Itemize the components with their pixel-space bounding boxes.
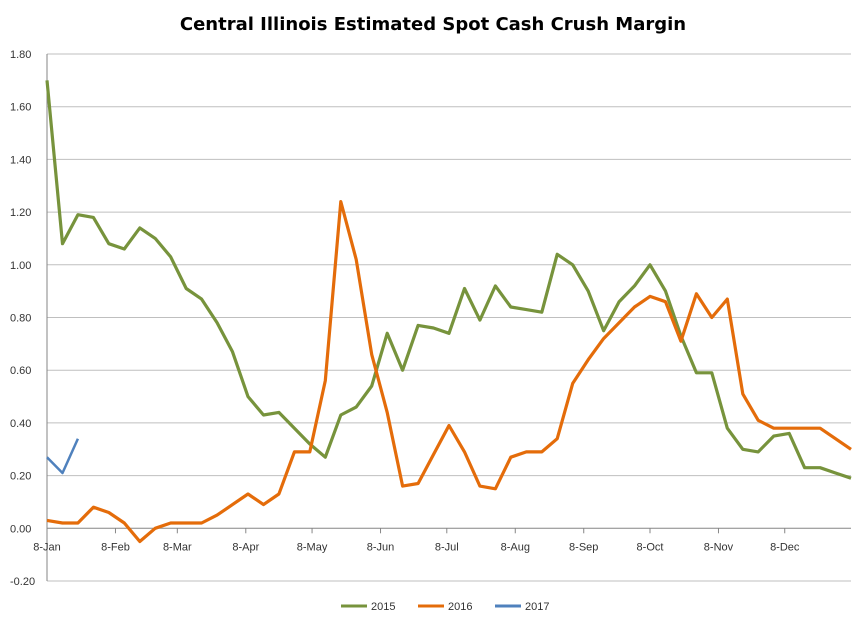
x-tick-label: 8-Feb — [101, 541, 130, 553]
legend: 2015 2016 2017 — [341, 601, 549, 613]
y-tick-label: 1.20 — [10, 207, 31, 219]
x-tick-label: 8-Aug — [501, 541, 530, 553]
series-2015-line — [45, 80, 852, 480]
x-tick-label: 8-Oct — [637, 541, 664, 553]
legend-label-2017: 2017 — [525, 601, 549, 613]
y-tick-label: 1.40 — [10, 154, 31, 166]
x-tick-label: 8-Jun — [367, 541, 395, 553]
x-tick-label: 8-May — [297, 541, 328, 553]
legend-label-2015: 2015 — [371, 601, 395, 613]
y-tick-label: 0.00 — [10, 523, 31, 535]
x-tick-label: 8-Jan — [33, 541, 61, 553]
x-tick-label: 8-Sep — [569, 541, 598, 553]
series-2016-line — [46, 200, 852, 544]
y-tick-label: 0.40 — [10, 418, 31, 430]
series-lines — [45, 80, 852, 544]
x-tick-label: 8-Nov — [704, 541, 734, 553]
chart-title: Central Illinois Estimated Spot Cash Cru… — [180, 14, 686, 35]
series-2017-line — [46, 438, 80, 475]
y-tick-label: 1.60 — [10, 102, 31, 114]
x-tick-label: 8-Dec — [770, 541, 800, 553]
legend-label-2016: 2016 — [448, 601, 472, 613]
x-tick-label: 8-Jul — [435, 541, 459, 553]
x-axis: 8-Jan 8-Feb 8-Mar 8-Apr 8-May 8-Jun 8-Jul 8-Aug… — [33, 528, 800, 553]
x-tick-label: 8-Apr — [232, 541, 259, 553]
y-tick-label: 1.00 — [10, 260, 31, 272]
x-tick-label: 8-Mar — [163, 541, 192, 553]
y-tick-label: 1.80 — [10, 49, 31, 61]
gridlines — [46, 53, 851, 582]
y-tick-label: 0.20 — [10, 471, 31, 483]
y-tick-label: 0.60 — [10, 365, 31, 377]
y-axis: -0.20 0.00 0.20 0.40 0.60 0.80 1.00 1.20 1.40 1.6… — [10, 49, 35, 588]
y-tick-label: 0.80 — [10, 313, 31, 325]
y-tick-label: -0.20 — [10, 576, 35, 588]
